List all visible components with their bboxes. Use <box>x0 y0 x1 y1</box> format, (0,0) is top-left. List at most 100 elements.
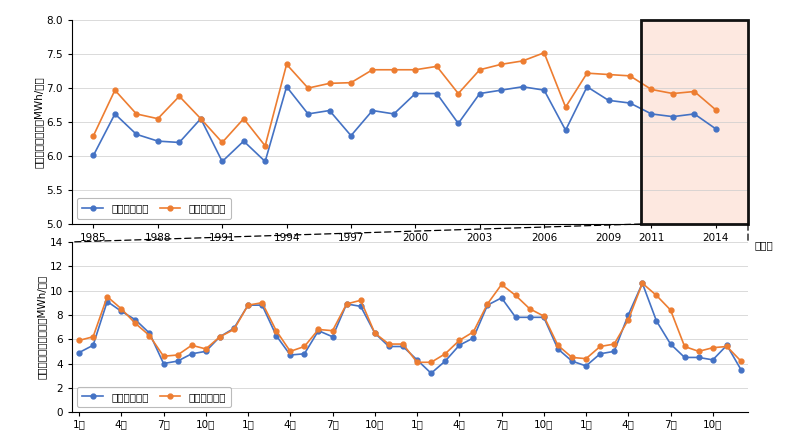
Line: 傍斜面発電量: 傍斜面発電量 <box>77 281 743 365</box>
傍斜面発電量 <box>539 50 549 56</box>
傍斜面発電量 <box>582 70 592 76</box>
傍斜面発電量 <box>694 349 703 354</box>
傍斜面発電量 <box>218 140 227 145</box>
傍斜面発電量 <box>158 353 168 359</box>
傍斜面発電量 <box>398 341 408 347</box>
水平面発電量 <box>711 126 721 132</box>
水平面発電量 <box>370 331 379 336</box>
傍斜面発電量 <box>625 73 634 78</box>
傍斜面発電量 <box>567 355 577 360</box>
水平面発電量 <box>497 295 506 301</box>
傍斜面発電量 <box>690 89 699 94</box>
水平面発電量 <box>325 108 334 113</box>
傍斜面発電量 <box>561 104 570 110</box>
傍斜面発電量 <box>604 72 614 77</box>
傍斜面発電量 <box>88 334 98 340</box>
傍斜面発電量 <box>271 328 281 333</box>
水平面発電量 <box>174 140 184 145</box>
水平面発電量 <box>475 91 485 96</box>
傍斜面発電量 <box>646 87 656 92</box>
傍斜面発電量 <box>475 67 485 73</box>
傍斜面発電量 <box>174 94 184 99</box>
傍斜面発電量 <box>299 344 309 349</box>
傍斜面発電量 <box>410 67 420 73</box>
水平面発電量 <box>130 317 140 323</box>
水平面発電量 <box>454 343 464 348</box>
水平面発電量 <box>187 351 197 357</box>
水平面発電量 <box>625 100 634 106</box>
水平面発電量 <box>553 346 562 352</box>
傍斜面発電量 <box>736 358 746 364</box>
水平面発電量 <box>525 314 534 320</box>
水平面発電量 <box>158 361 168 366</box>
傍斜面発電量 <box>346 80 356 86</box>
水平面発電量 <box>646 111 656 116</box>
傍斜面発電量 <box>173 352 182 358</box>
傍斜面発電量 <box>412 360 422 365</box>
傍斜面発電量 <box>610 341 619 347</box>
傍斜面発電量 <box>525 306 534 311</box>
傍斜面発電量 <box>426 360 436 365</box>
Line: 水平面発電量: 水平面発電量 <box>91 84 718 164</box>
水平面発電量 <box>412 357 422 362</box>
水平面発電量 <box>271 333 281 338</box>
水平面発電量 <box>561 128 570 133</box>
Line: 傍斜面発電量: 傍斜面発電量 <box>91 50 718 148</box>
傍斜面発電量 <box>482 301 492 306</box>
水平面発電量 <box>229 326 238 331</box>
水平面発電量 <box>145 331 154 336</box>
水平面発電量 <box>426 370 436 376</box>
傍斜面発電量 <box>539 314 549 319</box>
水平面発電量 <box>74 350 84 355</box>
水平面発電量 <box>389 111 398 116</box>
傍斜面発電量 <box>187 343 197 348</box>
傍斜面発電量 <box>389 67 398 73</box>
傍斜面発電量 <box>153 116 162 121</box>
傍斜面発電量 <box>130 321 140 326</box>
傍斜面発電量 <box>196 116 206 121</box>
傍斜面発電量 <box>89 133 98 138</box>
水平面発電量 <box>314 328 323 333</box>
傍斜面発電量 <box>497 62 506 67</box>
水平面発電量 <box>282 84 291 90</box>
傍斜面発電量 <box>243 302 253 308</box>
傍斜面発電量 <box>368 67 378 73</box>
傍斜面発電量 <box>708 345 718 350</box>
水平面発電量 <box>511 314 521 320</box>
傍斜面発電量 <box>623 317 633 323</box>
水平面発電量 <box>110 111 120 116</box>
水平面発電量 <box>102 299 112 304</box>
水平面発電量 <box>286 352 295 358</box>
水平面発電量 <box>342 301 351 306</box>
水平面発電量 <box>328 334 338 340</box>
傍斜面発電量 <box>668 91 678 96</box>
傍斜面発電量 <box>117 306 126 311</box>
傍斜面発電量 <box>497 282 506 287</box>
傍斜面発電量 <box>325 81 334 86</box>
傍斜面発電量 <box>454 338 464 343</box>
Bar <box>641 20 748 224</box>
水平面発電量 <box>595 351 605 357</box>
傍斜面発電量 <box>74 338 84 343</box>
傍斜面発電量 <box>652 293 662 298</box>
水平面発電量 <box>260 159 270 164</box>
水平面発電量 <box>454 121 463 126</box>
水平面発電量 <box>666 341 675 347</box>
傍斜面発電量 <box>201 346 210 352</box>
Line: 水平面発電量: 水平面発電量 <box>77 281 743 376</box>
水平面発電量 <box>567 358 577 364</box>
傍斜面発電量 <box>356 297 366 303</box>
水平面発電量 <box>690 111 699 116</box>
水平面発電量 <box>239 138 249 144</box>
水平面発電量 <box>196 116 206 121</box>
Y-axis label: 月平均日推定発電量（MWh/日）: 月平均日推定発電量（MWh/日） <box>37 275 47 379</box>
傍斜面発電量 <box>282 62 291 67</box>
傍斜面発電量 <box>239 116 249 121</box>
水平面発電量 <box>117 309 126 314</box>
傍斜面発電量 <box>260 143 270 149</box>
傍斜面発電量 <box>722 344 732 349</box>
水平面発電量 <box>482 302 492 308</box>
傍斜面発電量 <box>215 334 225 340</box>
水平面発電量 <box>410 91 420 96</box>
水平面発電量 <box>89 153 98 158</box>
